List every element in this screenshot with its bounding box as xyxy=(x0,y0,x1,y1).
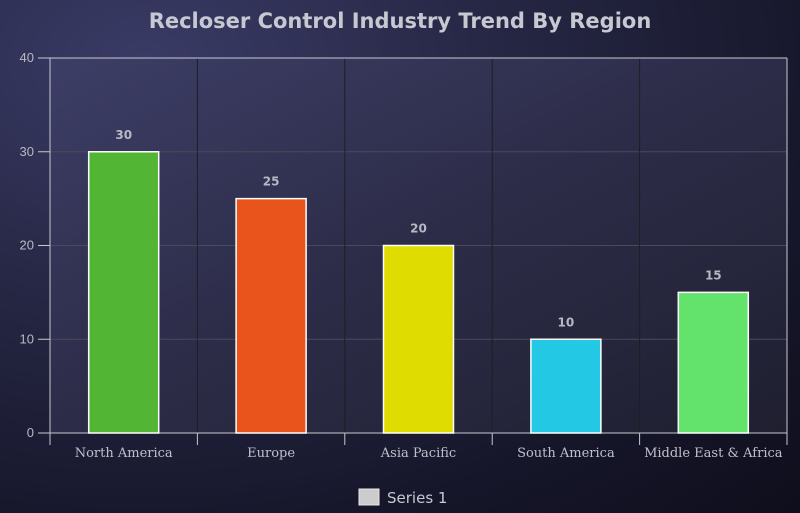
y-tick-label: 10 xyxy=(20,331,34,346)
y-tick-label: 20 xyxy=(20,238,34,253)
chart-title: Recloser Control Industry Trend By Regio… xyxy=(149,9,652,33)
x-tick-label: South America xyxy=(517,446,615,461)
data-label: 20 xyxy=(410,222,427,236)
x-tick-label: Middle East & Africa xyxy=(644,446,783,461)
bar xyxy=(382,244,455,434)
x-tick-label: Asia Pacific xyxy=(380,446,456,461)
bar xyxy=(530,338,602,434)
data-label: 30 xyxy=(115,128,132,142)
y-tick-label: 0 xyxy=(27,425,34,440)
x-tick-label: North America xyxy=(75,446,173,461)
data-label: 10 xyxy=(558,315,575,329)
legend-label: Series 1 xyxy=(387,489,447,507)
x-tick-label: Europe xyxy=(247,446,295,461)
bar xyxy=(87,151,160,434)
label-layer: 30 North America 25 Europe 20 Asia Pacific 10 S… xyxy=(75,128,783,461)
y-tick-label: 30 xyxy=(20,144,34,159)
y-tick-label: 40 xyxy=(20,50,34,65)
data-label: 25 xyxy=(263,175,280,189)
bar-layer xyxy=(87,151,750,434)
data-label: 15 xyxy=(705,268,722,282)
bar xyxy=(235,197,307,434)
legend: Series 1 xyxy=(358,488,447,507)
legend-swatch xyxy=(358,488,380,506)
bar xyxy=(677,291,750,434)
